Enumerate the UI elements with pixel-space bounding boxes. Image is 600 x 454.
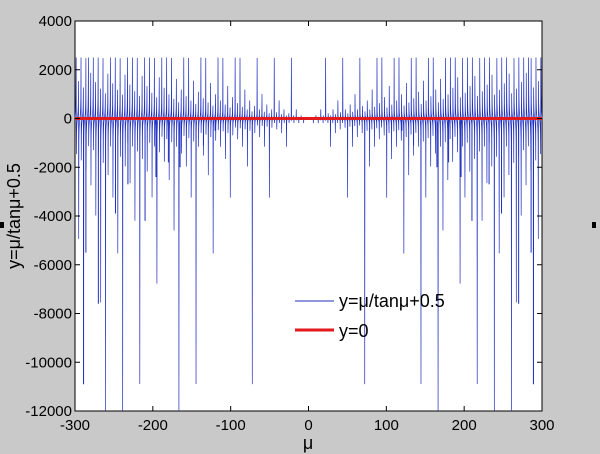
x-tick-label: -100 <box>216 417 246 434</box>
left-edge-marker <box>0 222 4 228</box>
plot-area <box>74 20 543 412</box>
legend-entry-zero-line: y=0 <box>339 321 369 341</box>
series-mu-over-tan-mu <box>74 57 543 412</box>
legend-entry-mu-over-tan-mu: y=μ/tanμ+0.5 <box>339 291 445 311</box>
y-tick-label: -2000 <box>34 159 72 176</box>
x-tick-label: 100 <box>374 417 399 434</box>
x-tick-label: -200 <box>138 417 168 434</box>
y-tick-label: 0 <box>64 111 72 128</box>
x-axis-label: μ <box>303 433 313 453</box>
x-axis-ticks: -300 -200 -100 0 100 200 300 <box>60 21 555 434</box>
x-tick-label: 300 <box>529 417 554 434</box>
y-tick-label: -10000 <box>25 354 72 371</box>
x-tick-label: 0 <box>304 417 312 434</box>
y-tick-label: 2000 <box>39 62 72 79</box>
right-edge-marker <box>592 222 596 228</box>
y-tick-label: -8000 <box>34 306 72 323</box>
y-tick-label: -12000 <box>25 403 72 420</box>
legend: y=μ/tanμ+0.5 y=0 <box>295 291 445 341</box>
x-tick-label: 200 <box>452 417 477 434</box>
y-tick-label: -6000 <box>34 257 72 274</box>
y-tick-label: -4000 <box>34 208 72 225</box>
y-axis-label: y=μ/tanμ+0.5 <box>4 163 24 269</box>
y-axis-ticks: 4000 2000 0 -2000 -4000 -6000 -8000 -10000 -1200… <box>25 13 542 420</box>
x-tick-label: -300 <box>60 417 90 434</box>
y-tick-label: 4000 <box>39 13 72 30</box>
